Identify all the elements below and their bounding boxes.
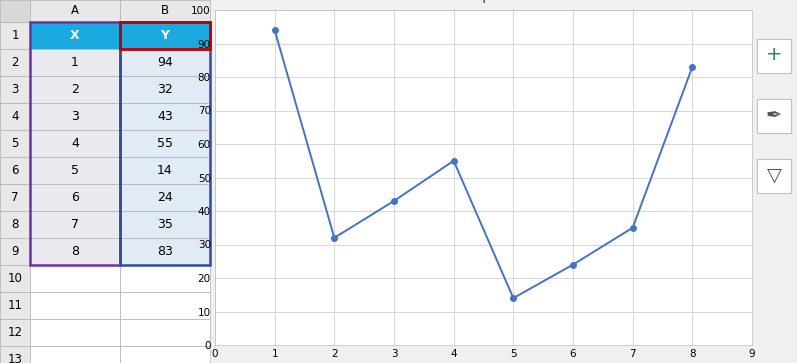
Bar xyxy=(120,292,210,319)
Bar xyxy=(120,130,210,157)
Bar xyxy=(0,76,30,103)
Text: 55: 55 xyxy=(157,137,173,150)
Bar xyxy=(120,49,210,76)
Bar xyxy=(120,0,210,22)
Text: 3: 3 xyxy=(71,110,79,123)
Text: +: + xyxy=(766,45,782,65)
Bar xyxy=(0,265,30,292)
Text: 35: 35 xyxy=(157,218,173,231)
Text: 3: 3 xyxy=(11,83,18,96)
Text: X: X xyxy=(70,29,80,42)
Text: A: A xyxy=(71,4,79,17)
Text: ▽: ▽ xyxy=(767,166,782,184)
Bar xyxy=(0,211,30,238)
Bar xyxy=(0,130,30,157)
Bar xyxy=(30,292,120,319)
Bar xyxy=(120,157,210,184)
Bar xyxy=(30,0,120,22)
Text: 6: 6 xyxy=(71,191,79,204)
Text: 2: 2 xyxy=(71,83,79,96)
Text: 1: 1 xyxy=(11,29,19,42)
Bar xyxy=(120,76,210,103)
Bar xyxy=(30,22,120,265)
Bar xyxy=(0,346,30,363)
Text: 5: 5 xyxy=(11,137,18,150)
Text: Y: Y xyxy=(160,29,170,42)
Text: 8: 8 xyxy=(71,245,79,258)
Bar xyxy=(30,22,120,49)
Bar xyxy=(0,0,30,22)
Text: 10: 10 xyxy=(7,272,22,285)
Text: 1: 1 xyxy=(71,56,79,69)
Bar xyxy=(120,184,210,211)
Bar xyxy=(0,103,30,130)
Bar xyxy=(0,157,30,184)
Text: 5: 5 xyxy=(71,164,79,177)
Text: 7: 7 xyxy=(71,218,79,231)
Bar xyxy=(120,346,210,363)
Text: 4: 4 xyxy=(71,137,79,150)
Text: 11: 11 xyxy=(7,299,22,312)
Bar xyxy=(30,319,120,346)
Title: Y: Y xyxy=(479,0,488,6)
Text: 2: 2 xyxy=(11,56,19,69)
Text: 24: 24 xyxy=(157,191,173,204)
Text: B: B xyxy=(161,4,169,17)
Text: 8: 8 xyxy=(11,218,18,231)
Bar xyxy=(30,346,120,363)
Bar xyxy=(120,22,210,265)
Text: 43: 43 xyxy=(157,110,173,123)
Bar xyxy=(120,22,210,49)
Bar xyxy=(30,76,120,103)
Bar xyxy=(30,130,120,157)
Text: 9: 9 xyxy=(11,245,19,258)
Bar xyxy=(30,157,120,184)
Bar xyxy=(120,319,210,346)
Bar xyxy=(30,103,120,130)
Text: 13: 13 xyxy=(7,353,22,363)
Text: 94: 94 xyxy=(157,56,173,69)
Text: 32: 32 xyxy=(157,83,173,96)
Text: 83: 83 xyxy=(157,245,173,258)
Bar xyxy=(30,49,120,76)
Bar xyxy=(120,22,210,49)
Bar xyxy=(0,49,30,76)
Bar xyxy=(0,184,30,211)
Bar xyxy=(30,184,120,211)
Bar xyxy=(0,238,30,265)
Text: 7: 7 xyxy=(11,191,19,204)
Text: 6: 6 xyxy=(11,164,19,177)
Bar xyxy=(757,39,791,73)
Text: ✒: ✒ xyxy=(766,106,782,125)
Text: 4: 4 xyxy=(11,110,19,123)
Bar xyxy=(120,211,210,238)
Text: 14: 14 xyxy=(157,164,173,177)
Bar xyxy=(757,159,791,193)
Bar xyxy=(0,319,30,346)
Bar xyxy=(30,238,120,265)
Bar xyxy=(0,292,30,319)
Bar xyxy=(30,265,120,292)
Bar xyxy=(757,99,791,133)
Text: 12: 12 xyxy=(7,326,22,339)
Bar xyxy=(0,22,30,49)
Bar xyxy=(120,103,210,130)
Bar xyxy=(120,238,210,265)
Bar xyxy=(30,211,120,238)
Bar xyxy=(120,265,210,292)
